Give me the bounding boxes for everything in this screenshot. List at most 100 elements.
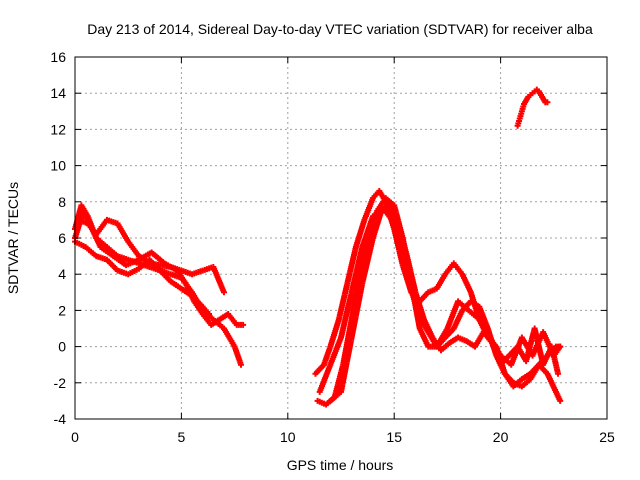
data-trace xyxy=(317,363,333,393)
x-tick-label: 15 xyxy=(386,429,402,445)
data-trace xyxy=(316,398,327,407)
data-trace xyxy=(99,245,115,258)
data-trace xyxy=(127,266,140,277)
y-tick-label: 14 xyxy=(50,85,66,101)
data-trace xyxy=(211,265,227,294)
data-trace xyxy=(427,343,438,350)
data-trace xyxy=(349,282,365,339)
data-trace xyxy=(327,318,342,348)
data-trace xyxy=(452,262,464,276)
y-tick-label: 16 xyxy=(50,49,66,65)
data-point xyxy=(206,311,213,318)
data-trace xyxy=(192,300,205,316)
data-trace xyxy=(150,250,166,265)
data-trace xyxy=(469,299,481,309)
data-trace xyxy=(370,209,384,240)
y-tick-label: 6 xyxy=(58,230,66,246)
data-trace xyxy=(349,273,363,321)
data-trace xyxy=(357,237,372,276)
axis-ticks: 0 5 10 15 20 25 -4 -2 0 2 4 6 8 10 12 14 16 xyxy=(50,49,615,445)
data-trace xyxy=(457,335,468,344)
data-trace xyxy=(520,371,532,382)
data-trace xyxy=(439,341,451,352)
x-axis-label: GPS time / hours xyxy=(287,457,394,473)
data-point xyxy=(220,289,227,296)
data-trace xyxy=(148,258,162,273)
data-trace xyxy=(427,286,438,295)
data-trace xyxy=(406,282,420,312)
data-trace xyxy=(443,327,456,340)
data-trace xyxy=(115,222,131,243)
y-tick-label: 2 xyxy=(58,302,66,318)
data-trace xyxy=(371,189,381,200)
data-trace xyxy=(503,372,515,385)
data-trace xyxy=(180,286,194,298)
data-point xyxy=(544,99,551,106)
data-trace xyxy=(328,336,344,366)
x-tick-label: 5 xyxy=(178,429,186,445)
data-trace xyxy=(398,246,412,285)
data-trace xyxy=(137,258,151,271)
data-trace xyxy=(84,245,98,258)
data-trace xyxy=(158,269,173,283)
data-trace xyxy=(537,363,549,376)
y-tick-label: -2 xyxy=(54,375,67,391)
data-point xyxy=(557,397,564,404)
data-trace xyxy=(512,380,523,389)
data-trace xyxy=(344,246,359,285)
y-tick-label: 4 xyxy=(58,266,66,282)
y-tick-label: 8 xyxy=(58,194,66,210)
data-trace xyxy=(74,239,87,249)
x-tick-label: 20 xyxy=(493,429,509,445)
data-trace xyxy=(209,317,222,327)
data-trace xyxy=(418,290,430,303)
data-trace xyxy=(517,110,525,120)
data-trace xyxy=(78,217,89,226)
y-tick-label: 10 xyxy=(50,158,66,174)
x-tick-label: 0 xyxy=(71,429,79,445)
data-trace xyxy=(338,291,355,339)
data-point xyxy=(557,343,564,350)
data-trace xyxy=(389,218,403,249)
data-trace xyxy=(201,312,213,327)
data-trace xyxy=(94,218,109,236)
data-trace xyxy=(395,222,410,258)
data-trace xyxy=(218,312,230,322)
chart-title: Day 213 of 2014, Sidereal Day-to-day VTE… xyxy=(87,21,593,37)
data-trace xyxy=(169,279,183,291)
data-trace xyxy=(190,294,205,309)
data-trace xyxy=(338,336,355,393)
data-trace xyxy=(112,254,128,267)
data-trace xyxy=(222,327,237,348)
data-trace xyxy=(353,218,367,249)
y-axis-label: SDTVAR / TECUs xyxy=(5,182,21,294)
data-trace xyxy=(235,321,244,328)
data-trace xyxy=(126,240,141,258)
data-trace xyxy=(445,300,461,330)
data-trace xyxy=(489,341,503,366)
data-trace xyxy=(499,354,511,367)
data-trace xyxy=(201,305,211,316)
data-trace xyxy=(520,377,532,388)
x-tick-label: 10 xyxy=(280,429,296,445)
data-trace xyxy=(105,258,120,273)
y-tick-label: -4 xyxy=(54,411,67,427)
data-point xyxy=(240,321,247,328)
data-trace xyxy=(362,197,376,221)
data-trace xyxy=(413,291,427,321)
data-series-track-h xyxy=(327,202,562,404)
data-trace xyxy=(434,273,448,290)
x-tick-label: 25 xyxy=(599,429,615,445)
data-trace xyxy=(519,103,527,112)
data-trace xyxy=(329,390,343,403)
data-trace xyxy=(359,236,376,285)
data-trace xyxy=(448,335,460,345)
data-point xyxy=(237,361,244,368)
data-trace xyxy=(549,345,561,375)
data-trace xyxy=(456,299,470,312)
data-series-track-i xyxy=(514,86,551,129)
data-trace xyxy=(481,330,494,345)
y-tick-label: 12 xyxy=(50,121,66,137)
data-trace xyxy=(359,215,376,249)
data-points xyxy=(72,86,564,408)
